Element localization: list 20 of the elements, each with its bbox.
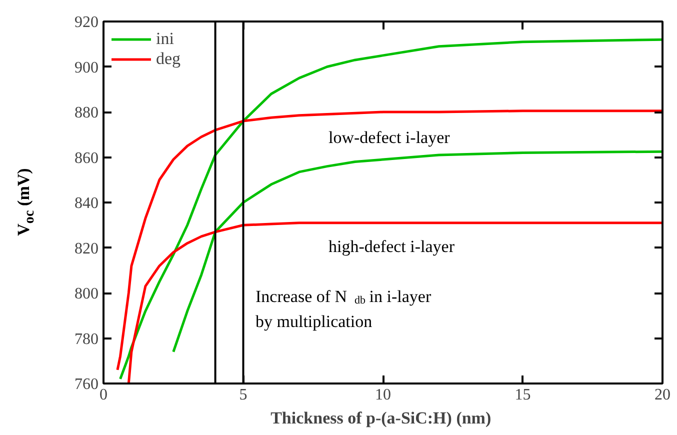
y-tick-label: 920: [74, 14, 98, 31]
x-axis-title: Thickness of p-(a-SiC:H) (nm): [270, 408, 492, 428]
annotation: low-defect i-layer: [328, 128, 450, 147]
x-tick-label: 20: [654, 386, 670, 404]
y-tick-label: 820: [74, 240, 98, 258]
annotation: by multiplication: [256, 312, 373, 331]
legend-label: ini: [156, 29, 175, 49]
y-tick-label: 760: [74, 376, 98, 393]
legend-label: deg: [156, 49, 181, 69]
y-tick-label: 800: [74, 286, 98, 302]
x-tick-label: 0: [100, 386, 108, 404]
x-tick-label: 15: [514, 386, 531, 404]
y-tick-label: 780: [74, 330, 98, 348]
x-tick-label: 5: [239, 386, 248, 404]
x-tick-label: 10: [375, 386, 391, 404]
y-tick-label: 900: [74, 59, 98, 76]
y-tick-label: 880: [74, 104, 98, 122]
y-tick-label: 860: [74, 150, 98, 167]
y-tick-label: 840: [74, 195, 98, 212]
annotation: high-defect i-layer: [328, 237, 455, 256]
